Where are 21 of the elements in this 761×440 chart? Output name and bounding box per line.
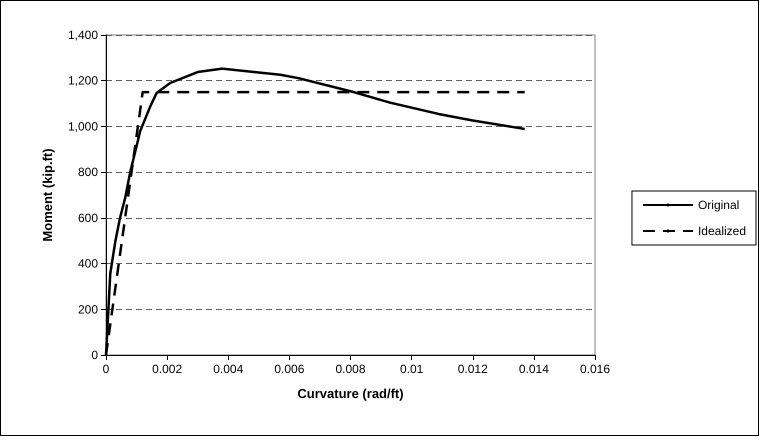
y-tick-label: 1,200	[68, 74, 98, 88]
x-tick-label: 0.002	[152, 362, 182, 376]
y-tick-label: 600	[78, 210, 98, 225]
x-tick-label: 0.012	[458, 362, 488, 376]
y-tick-label: 800	[78, 165, 98, 180]
y-tick-label: 1,000	[68, 119, 98, 134]
y-axis-title: Moment (kip.ft)	[40, 148, 55, 242]
y-tick-label: 400	[78, 256, 98, 271]
x-tick-label: 0.016	[580, 362, 610, 376]
x-tick-label: 0.004	[213, 362, 244, 376]
x-tick-label: 0.008	[335, 362, 366, 376]
x-tick-label: 0.006	[274, 362, 305, 376]
legend-label: Original	[698, 198, 740, 212]
x-tick-label: 0.01	[400, 362, 424, 376]
y-tick-label: 200	[78, 302, 98, 316]
x-axis-title: Curvature (rad/ft)	[297, 386, 404, 401]
legend-label: Idealized	[698, 224, 746, 238]
x-tick-label: 0.014	[518, 362, 550, 376]
y-tick-label: 0	[91, 348, 98, 362]
y-tick-label: 1,400	[68, 28, 98, 42]
x-tick-label: 0	[102, 362, 110, 376]
